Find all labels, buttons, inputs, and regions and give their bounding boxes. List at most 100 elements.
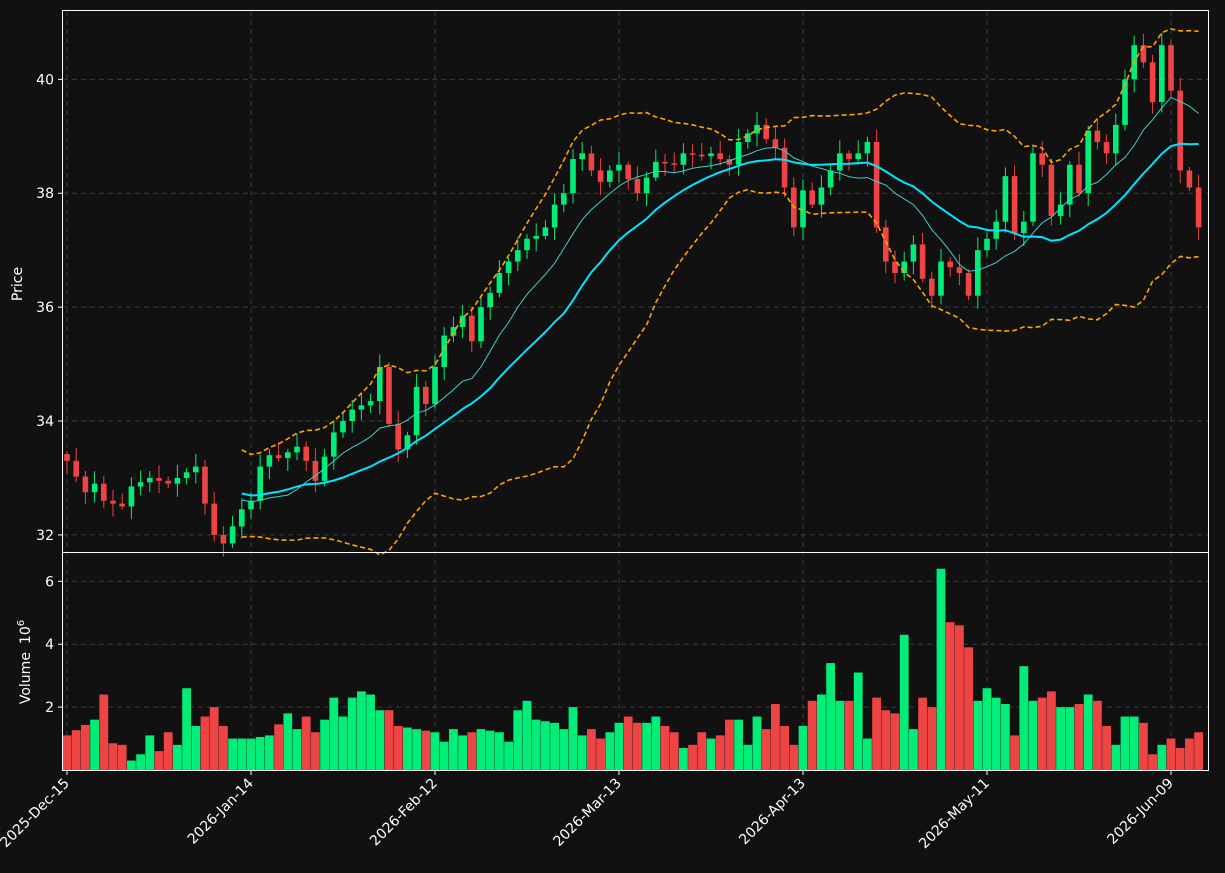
candle-body <box>837 153 843 171</box>
candle-body <box>1149 62 1156 103</box>
volume-bar <box>881 710 891 770</box>
volume-bar <box>274 724 283 770</box>
volume-bar <box>347 697 357 770</box>
volume-bar <box>412 729 421 770</box>
volume-bar <box>1175 747 1185 770</box>
candle-body <box>579 153 585 160</box>
candle-body <box>781 147 788 188</box>
volume-bar <box>1139 722 1148 770</box>
volume-exponent-base: 10 <box>18 626 34 644</box>
volume-bar <box>485 730 495 770</box>
volume-bar <box>826 663 835 770</box>
volume-bar <box>62 735 72 770</box>
candle-body <box>1011 176 1018 234</box>
candle-body <box>73 460 79 477</box>
candle-body <box>809 190 815 205</box>
candle-body <box>432 366 438 404</box>
volume-bar <box>651 716 661 770</box>
candle-body <box>1030 153 1036 222</box>
volume-bar <box>633 722 642 770</box>
volume-bar <box>292 729 302 770</box>
volume-bar <box>301 716 311 770</box>
volume-bar <box>430 732 440 770</box>
candle-body <box>1103 141 1110 154</box>
candle-body <box>505 261 512 273</box>
candle-body <box>634 178 641 194</box>
volume-tick-label: 6 <box>45 574 54 590</box>
volume-bar <box>973 700 983 770</box>
candle-body <box>202 466 208 504</box>
candle-body <box>128 486 135 507</box>
volume-bar <box>127 760 136 770</box>
volume-bar <box>255 736 265 770</box>
candle-body <box>708 153 714 157</box>
volume-bar <box>1166 738 1176 770</box>
volume-bars <box>62 568 1203 770</box>
indicator-lines <box>241 28 1199 556</box>
volume-bar <box>798 725 808 770</box>
volume-bar <box>458 735 467 770</box>
candle-body <box>331 432 337 457</box>
candle-body <box>929 278 935 296</box>
candle-body <box>524 238 530 251</box>
candle-body <box>717 153 723 160</box>
volume-bar <box>1019 666 1029 770</box>
volume-bar <box>679 747 688 770</box>
volume-bar <box>1129 716 1139 770</box>
volume-bar <box>421 730 431 770</box>
candle-body <box>671 163 677 165</box>
volume-bar <box>71 730 81 770</box>
candle-body <box>919 244 926 279</box>
candle-body <box>800 190 806 228</box>
candle-body <box>1168 45 1174 91</box>
volume-bar <box>568 707 578 770</box>
candle-body <box>386 366 392 424</box>
volume-bar <box>1194 732 1203 770</box>
volume-bar <box>403 727 412 770</box>
volume-bar <box>1001 703 1010 770</box>
volume-bar <box>706 738 716 770</box>
candle-body <box>1177 90 1183 171</box>
candle-body <box>735 141 742 165</box>
candle-body <box>597 170 604 182</box>
volume-bar <box>200 716 210 770</box>
candle-body <box>220 534 227 544</box>
candle-body <box>395 423 401 450</box>
price-axis-label: Price <box>10 267 26 301</box>
volume-bar <box>614 722 624 770</box>
candle-body <box>855 153 861 160</box>
candle-body <box>91 483 98 493</box>
volume-bar <box>669 732 679 770</box>
candle-body <box>413 386 420 436</box>
candle-body <box>726 159 733 165</box>
volume-bar <box>872 697 881 770</box>
volume-bar <box>863 738 872 770</box>
candle-body <box>1140 45 1147 63</box>
candle-body <box>607 170 613 182</box>
volume-exponent-power: 6 <box>16 620 27 626</box>
candle-body <box>1021 221 1027 234</box>
candle-body <box>478 307 484 342</box>
volume-bar <box>504 741 513 770</box>
candle-body <box>156 477 162 481</box>
volume-bar <box>955 625 964 770</box>
candle-body <box>487 292 493 308</box>
candle-body <box>1122 79 1128 125</box>
volume-bar <box>237 738 247 770</box>
volume-bar <box>761 729 771 770</box>
volume-bar <box>495 732 504 770</box>
candle-body <box>818 187 825 205</box>
candle-body <box>1048 164 1055 217</box>
candle-body <box>625 164 631 179</box>
volume-bar <box>1102 725 1111 770</box>
candle-body <box>450 327 457 336</box>
volume-bar <box>99 694 109 770</box>
candle-body <box>1057 204 1064 217</box>
volume-bar <box>228 738 237 770</box>
candle-body <box>515 250 521 262</box>
volume-bar <box>991 697 1001 770</box>
candle-body <box>1195 187 1202 228</box>
candle-body <box>229 526 236 544</box>
volume-bar <box>320 719 329 770</box>
volume-bar <box>1047 691 1056 770</box>
